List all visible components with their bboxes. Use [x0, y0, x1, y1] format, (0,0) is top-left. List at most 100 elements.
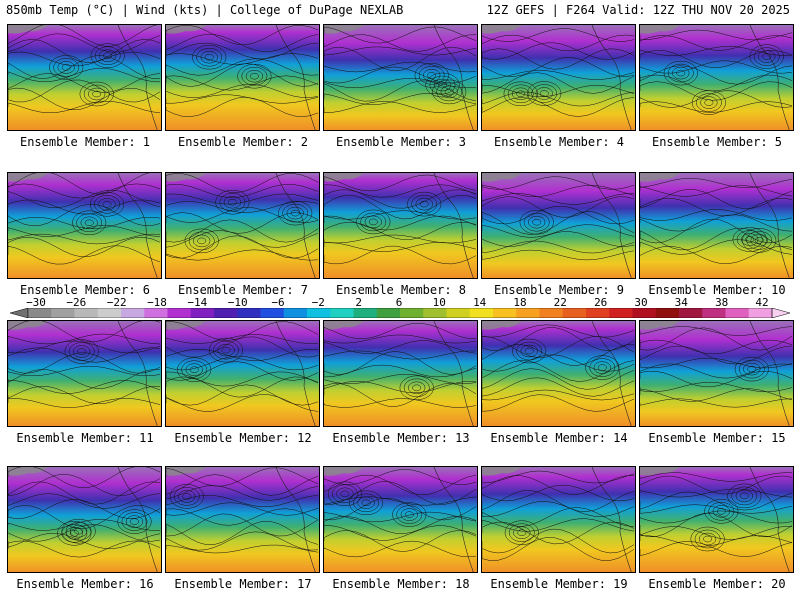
pressure-center-contour: [414, 63, 449, 88]
pressure-center-contour: [404, 511, 414, 518]
colorbar-swatch: [586, 308, 610, 318]
ensemble-member-label: Ensemble Member: 16: [16, 577, 154, 591]
temperature-field: [640, 321, 793, 426]
pressure-center-contour: [392, 502, 427, 527]
height-contour: [482, 528, 635, 554]
ensemble-member-label: Ensemble Member: 20: [648, 577, 786, 591]
pressure-center-contour: [691, 90, 726, 115]
pressure-center-contour: [61, 524, 88, 543]
colorbar-swatch: [655, 308, 680, 318]
ensemble-map-panel: [165, 320, 320, 427]
height-contour: [640, 381, 793, 393]
ensemble-map-panel: [481, 320, 636, 427]
height-contour: [166, 97, 319, 118]
pressure-center-contour: [69, 524, 88, 538]
ensemble-member-label: Ensemble Member: 6: [19, 283, 151, 297]
coastline: [749, 25, 790, 130]
land-mass: [166, 467, 206, 476]
height-contour: [482, 537, 635, 561]
temperature-map: [482, 467, 635, 572]
height-contour: [640, 178, 793, 188]
height-contour: [482, 185, 635, 197]
pressure-center-contour: [237, 63, 272, 89]
pressure-center-contour: [340, 490, 350, 498]
pressure-center-contour: [396, 505, 423, 524]
ensemble-map-panel: [323, 320, 478, 427]
ensemble-map-panel: [165, 172, 320, 279]
colorbar-tick-label: −18: [147, 296, 167, 309]
pressure-center-contour: [758, 50, 776, 63]
pressure-center-contour: [700, 96, 718, 109]
temperature-field: [8, 321, 161, 426]
height-contour: [8, 245, 161, 265]
temperature-map: [640, 25, 793, 130]
pressure-center-contour: [336, 487, 354, 501]
pressure-center-contour: [672, 66, 690, 80]
land-mass: [324, 321, 364, 330]
temperature-field: [166, 25, 319, 130]
height-contour: [640, 101, 793, 113]
pressure-center-contour: [433, 78, 452, 92]
coastline: [117, 467, 158, 572]
height-contour: [166, 521, 319, 545]
pressure-center-contour: [444, 88, 454, 96]
pressure-center-contour: [531, 84, 558, 103]
colorbar-swatch: [74, 308, 99, 318]
pressure-center-contour: [532, 218, 542, 226]
ensemble-member-label: Ensemble Member: 7: [177, 283, 309, 297]
pressure-center-contour: [741, 233, 759, 246]
height-contour: [640, 327, 793, 351]
height-contour: [324, 194, 477, 220]
temperature-map: [482, 25, 635, 130]
height-contour: [482, 394, 635, 412]
temperature-map: [640, 321, 793, 426]
pressure-center-contour: [762, 53, 772, 60]
height-contour: [324, 530, 477, 552]
pressure-center-contour: [539, 90, 549, 97]
height-contour: [482, 240, 635, 254]
pressure-center-contour: [61, 64, 71, 71]
height-contour: [8, 398, 161, 408]
colorbar-swatch: [283, 308, 308, 318]
pressure-center-contour: [696, 93, 722, 112]
height-contour: [482, 470, 635, 484]
height-contour: [482, 501, 635, 517]
temperature-field: [8, 25, 161, 130]
pressure-center-contour: [667, 63, 694, 83]
pressure-center-contour: [732, 227, 767, 252]
temperature-map: [324, 467, 477, 572]
temperature-map: [324, 173, 477, 278]
height-contour: [640, 370, 793, 388]
height-contour: [166, 334, 319, 344]
height-contour: [8, 499, 161, 519]
pressure-center-contour: [94, 46, 121, 65]
colorbar-tick-label: 22: [553, 296, 567, 309]
coastline: [591, 467, 632, 572]
temperature-map: [324, 25, 477, 130]
pressure-center-contour: [74, 527, 84, 535]
height-contour: [166, 193, 319, 205]
pressure-center-contour: [419, 200, 429, 208]
height-contour: [166, 384, 319, 406]
height-contour: [8, 203, 161, 227]
height-contour: [324, 497, 477, 521]
coastline: [275, 25, 316, 130]
height-contour: [8, 347, 161, 363]
height-contour: [166, 336, 319, 358]
height-contour: [166, 201, 319, 213]
colorbar-tick-label: 6: [395, 296, 403, 309]
temperature-map: [482, 173, 635, 278]
temperature-field: [482, 467, 635, 572]
temperature-map: [640, 173, 793, 278]
colorbar-swatch: [493, 308, 517, 318]
height-contour: [640, 357, 793, 369]
coastline: [117, 321, 158, 426]
ensemble-member-label: Ensemble Member: 18: [332, 577, 470, 591]
pressure-center-contour: [79, 81, 114, 107]
height-contour: [640, 472, 793, 482]
pressure-center-contour: [83, 84, 110, 104]
height-contour: [324, 221, 477, 240]
height-contour: [8, 365, 161, 377]
pressure-center-contour: [223, 195, 242, 209]
colorbar-tick-label: −30: [26, 296, 46, 309]
